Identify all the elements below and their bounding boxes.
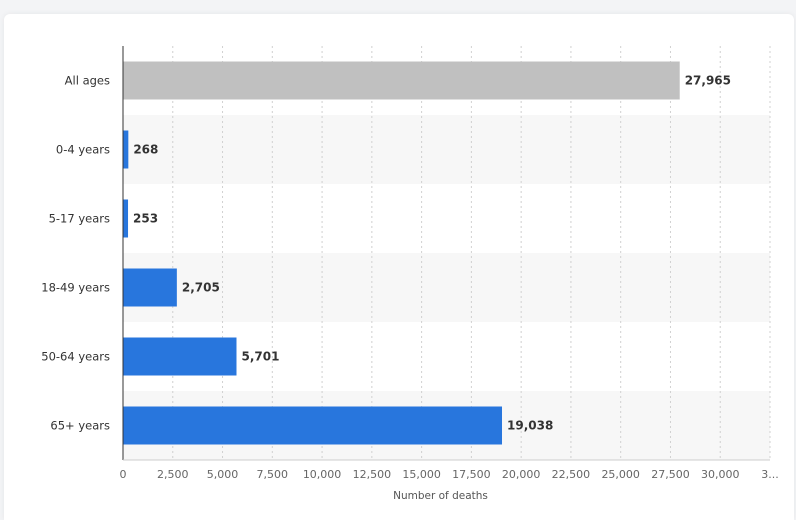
category-label: 65+ years	[50, 419, 110, 433]
x-tick-label: 0	[120, 468, 127, 481]
x-tick-label: 12,500	[353, 468, 392, 481]
value-label: 253	[133, 212, 158, 226]
bar	[123, 337, 237, 376]
category-label: All ages	[65, 74, 110, 88]
row-band	[123, 253, 770, 322]
x-tick-label: 2,500	[157, 468, 189, 481]
bar	[123, 130, 129, 169]
bar	[123, 199, 129, 238]
x-tick-label: 17,500	[452, 468, 491, 481]
category-label: 0-4 years	[56, 143, 110, 157]
bar	[123, 61, 680, 100]
x-tick-label: 15,000	[402, 468, 441, 481]
row-band	[123, 115, 770, 184]
bar	[123, 406, 503, 445]
value-label: 268	[133, 143, 158, 157]
x-tick-label: 5,000	[207, 468, 239, 481]
category-label: 5-17 years	[49, 212, 110, 226]
x-tick-label: 3...	[761, 468, 779, 481]
x-tick-label: 25,000	[601, 468, 640, 481]
x-tick-label: 30,000	[701, 468, 740, 481]
value-label: 2,705	[182, 281, 220, 295]
x-tick-label: 27,500	[651, 468, 690, 481]
x-tick-label: 22,500	[552, 468, 591, 481]
value-label: 27,965	[685, 74, 731, 88]
value-label: 19,038	[507, 419, 553, 433]
x-tick-label: 7,500	[257, 468, 289, 481]
bar-chart: All ages 27,965 0-4 years 268 5-17 years 253 1…	[41, 46, 779, 502]
bar	[123, 268, 177, 307]
x-tick-label: 10,000	[303, 468, 342, 481]
category-label: 50-64 years	[41, 350, 110, 364]
x-tick-label: 20,000	[502, 468, 541, 481]
value-label: 5,701	[241, 350, 279, 364]
chart-card: All ages 27,965 0-4 years 268 5-17 years 253 1…	[4, 14, 794, 520]
x-axis-title: Number of deaths	[393, 490, 488, 502]
category-label: 18-49 years	[41, 281, 110, 295]
